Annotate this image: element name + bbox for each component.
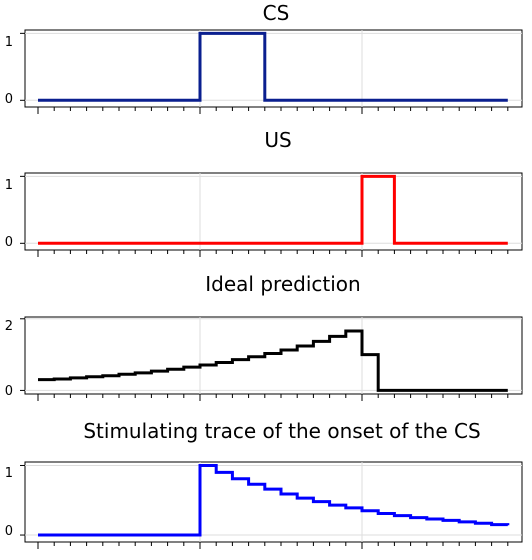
cs-panel-title: CS (263, 1, 290, 25)
cs-trace-ytick-label-0: 0 (5, 524, 13, 539)
cs-plot-frame (24, 29, 523, 108)
ideal-prediction-plot-frame (24, 316, 523, 395)
us-grid (25, 173, 522, 250)
us-series-line (38, 174, 508, 245)
us-ticks (20, 175, 509, 257)
us-ytick-label-0: 0 (5, 235, 13, 250)
us-plot-frame (24, 172, 523, 251)
ideal-prediction-ytick-label-0: 0 (5, 384, 13, 399)
cs-trace-plot-frame (24, 461, 523, 543)
cs-panel: CS 0 1 (5, 1, 523, 114)
us-panel: US 0 1 (5, 128, 523, 257)
cs-trace-grid (25, 462, 522, 542)
cs-trace-panel: Stimulating trace of the onset of the CS… (5, 419, 523, 549)
us-panel-title: US (264, 128, 291, 152)
ideal-prediction-ticks (20, 318, 509, 401)
ideal-prediction-grid (25, 317, 522, 394)
cs-series-line (38, 31, 508, 102)
ideal-prediction-panel-title: Ideal prediction (205, 272, 360, 296)
cs-ytick-label-0: 0 (5, 92, 13, 107)
cs-ytick-label-1: 1 (5, 35, 13, 50)
cs-grid (25, 30, 522, 107)
cs-trace-panel-title: Stimulating trace of the onset of the CS (83, 419, 480, 443)
ideal-prediction-ytick-label-1: 2 (5, 319, 13, 334)
cs-ticks (20, 32, 509, 114)
cs-trace-ytick-label-1: 1 (5, 466, 13, 481)
cs-trace-ticks (20, 464, 509, 549)
cs-trace-series-line (38, 463, 510, 537)
ideal-prediction-panel: Ideal prediction 0 2 (5, 272, 523, 401)
ideal-prediction-series-line (38, 329, 508, 392)
us-ytick-label-1: 1 (5, 178, 13, 193)
